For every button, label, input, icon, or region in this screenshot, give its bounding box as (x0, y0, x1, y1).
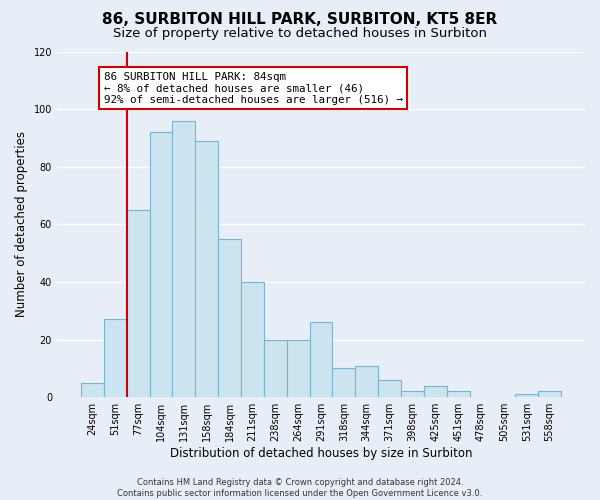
X-axis label: Distribution of detached houses by size in Surbiton: Distribution of detached houses by size … (170, 447, 472, 460)
Bar (378, 380, 401, 397)
Bar (332, 368, 355, 397)
Bar (401, 392, 424, 397)
Bar (172, 120, 195, 397)
Bar (104, 320, 127, 397)
Text: Contains HM Land Registry data © Crown copyright and database right 2024.
Contai: Contains HM Land Registry data © Crown c… (118, 478, 482, 498)
Bar (310, 322, 332, 397)
Bar (538, 392, 561, 397)
Text: 86, SURBITON HILL PARK, SURBITON, KT5 8ER: 86, SURBITON HILL PARK, SURBITON, KT5 8E… (103, 12, 497, 28)
Text: Size of property relative to detached houses in Surbiton: Size of property relative to detached ho… (113, 28, 487, 40)
Y-axis label: Number of detached properties: Number of detached properties (15, 132, 28, 318)
Bar (81, 383, 104, 397)
Bar (241, 282, 264, 397)
Bar (218, 239, 241, 397)
Bar (446, 392, 470, 397)
Bar (264, 340, 287, 397)
Bar (127, 210, 149, 397)
Bar (515, 394, 538, 397)
Bar (424, 386, 446, 397)
Bar (355, 366, 378, 397)
Bar (287, 340, 310, 397)
Bar (149, 132, 172, 397)
Text: 86 SURBITON HILL PARK: 84sqm
← 8% of detached houses are smaller (46)
92% of sem: 86 SURBITON HILL PARK: 84sqm ← 8% of det… (104, 72, 403, 105)
Bar (195, 141, 218, 397)
